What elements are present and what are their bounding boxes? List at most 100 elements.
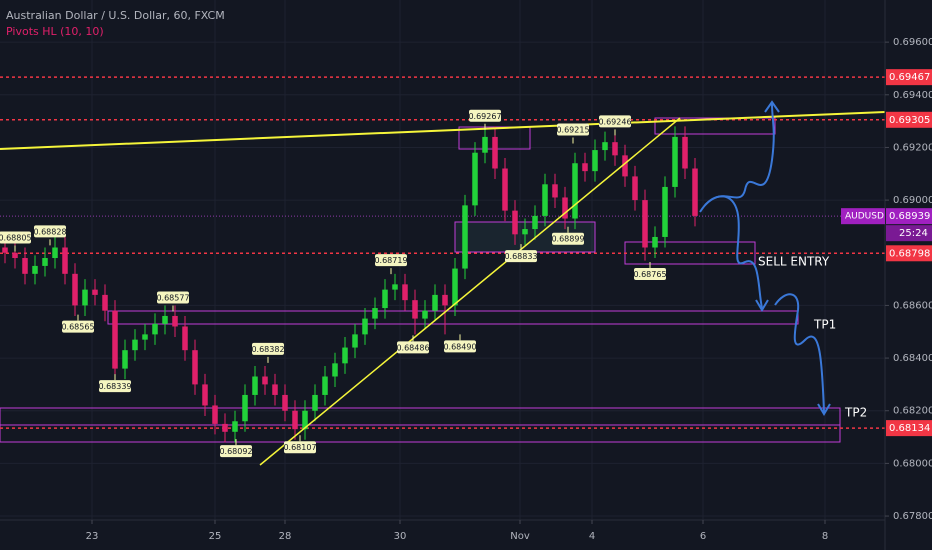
annotation: SELL ENTRY	[758, 255, 830, 269]
pivot-box	[252, 342, 284, 355]
candle-body	[302, 410, 308, 430]
pivot-box	[505, 250, 537, 263]
candle-body	[362, 318, 368, 335]
pivot-label: 0.68565	[61, 323, 94, 332]
candle-body	[542, 184, 548, 216]
candle-body	[642, 200, 648, 248]
candle-body	[392, 284, 398, 290]
candle-body	[522, 229, 528, 235]
pivot-box	[397, 341, 429, 354]
candle-body	[662, 186, 668, 237]
last-price-label: 0.68939	[889, 211, 930, 222]
candle-body	[112, 310, 118, 369]
candle-body	[182, 326, 188, 351]
y-tick-label: 0.69600	[893, 37, 932, 48]
candle-body	[602, 142, 608, 151]
candle-body	[472, 152, 478, 206]
candle-body	[222, 423, 228, 432]
pivot-label: 0.68828	[33, 227, 66, 236]
y-tick-label: 0.68400	[893, 353, 932, 364]
candle-body	[312, 394, 318, 411]
candle-body	[442, 294, 448, 306]
candle-body	[142, 334, 148, 340]
pivot-box	[62, 320, 94, 333]
trendline	[259, 117, 681, 466]
x-tick-label: 30	[394, 531, 407, 542]
candle-body	[52, 247, 58, 259]
candle-body	[122, 350, 128, 369]
y-tick-label: 0.69400	[893, 90, 932, 101]
candle-body	[132, 339, 138, 351]
y-tick-label: 0.69000	[893, 195, 932, 206]
candle-body	[62, 247, 68, 274]
candle-body	[512, 210, 518, 235]
x-tick-label: 23	[86, 531, 99, 542]
y-tick-label: 0.68200	[893, 406, 932, 417]
trendlines	[0, 111, 886, 466]
candle-body	[382, 289, 388, 309]
countdown-box	[886, 225, 932, 242]
x-tick-label: 25	[209, 531, 222, 542]
candle-body	[32, 265, 38, 274]
countdown: 25:24	[899, 228, 928, 239]
candle-body	[492, 136, 498, 169]
candle-body	[272, 384, 278, 395]
candle-body	[332, 363, 338, 377]
candle-body	[152, 323, 158, 335]
pivot-label: 0.68382	[251, 345, 284, 354]
y-tick-label: 0.68600	[893, 300, 932, 311]
pivot-label: 0.68805	[0, 233, 32, 242]
candle-body	[12, 252, 18, 259]
candle-body	[212, 405, 218, 424]
candle-body	[682, 136, 688, 169]
level-label: 0.68798	[889, 248, 930, 259]
pivot-label: 0.68719	[374, 256, 407, 265]
symbol-box	[841, 208, 885, 225]
x-tick-label: 28	[279, 531, 292, 542]
candle-body	[402, 284, 408, 301]
pivot-box	[634, 267, 666, 280]
candle-body	[42, 258, 48, 266]
zone	[0, 424, 841, 443]
candle-body	[82, 289, 88, 306]
candle-body	[252, 376, 258, 395]
axes: 0.69600 0.69400 0.69200 0.69000 0.68600 0.684…	[86, 37, 932, 542]
x-tick-label: Nov	[510, 531, 530, 542]
candle-body	[552, 184, 558, 198]
candle-body	[672, 136, 678, 187]
candle-body	[242, 394, 248, 422]
candle-body	[422, 310, 428, 319]
candle-body	[162, 315, 168, 324]
level-label-box	[886, 420, 932, 437]
pivot-box	[557, 123, 589, 136]
pivot-box	[469, 109, 501, 122]
y-tick-label: 0.67800	[893, 511, 932, 522]
candle-body	[612, 142, 618, 156]
candle-body	[622, 155, 628, 177]
pivot-box	[284, 441, 316, 454]
candle-body	[192, 350, 198, 385]
annotation: TP2	[844, 406, 867, 420]
pivot-box	[34, 225, 66, 238]
pivot-label: 0.69246	[598, 117, 631, 126]
pivot-box	[599, 115, 631, 128]
pivot-label: 0.68577	[156, 293, 189, 302]
pivot-label: 0.68486	[396, 343, 429, 352]
trendline	[0, 111, 886, 150]
candle-body	[592, 150, 598, 172]
level-label: 0.69467	[889, 72, 930, 83]
candle-body	[372, 308, 378, 319]
level-label-box	[886, 111, 932, 128]
pivot-label: 0.69215	[556, 125, 589, 134]
candle-body	[692, 168, 698, 216]
candle-body	[282, 394, 288, 411]
zone	[107, 310, 799, 325]
arrow-head	[755, 299, 769, 312]
pivot-label: 0.68765	[633, 270, 666, 279]
pivot-box	[0, 231, 31, 244]
candle-body	[342, 347, 348, 364]
candle-body	[632, 176, 638, 201]
candle-body	[2, 247, 8, 253]
